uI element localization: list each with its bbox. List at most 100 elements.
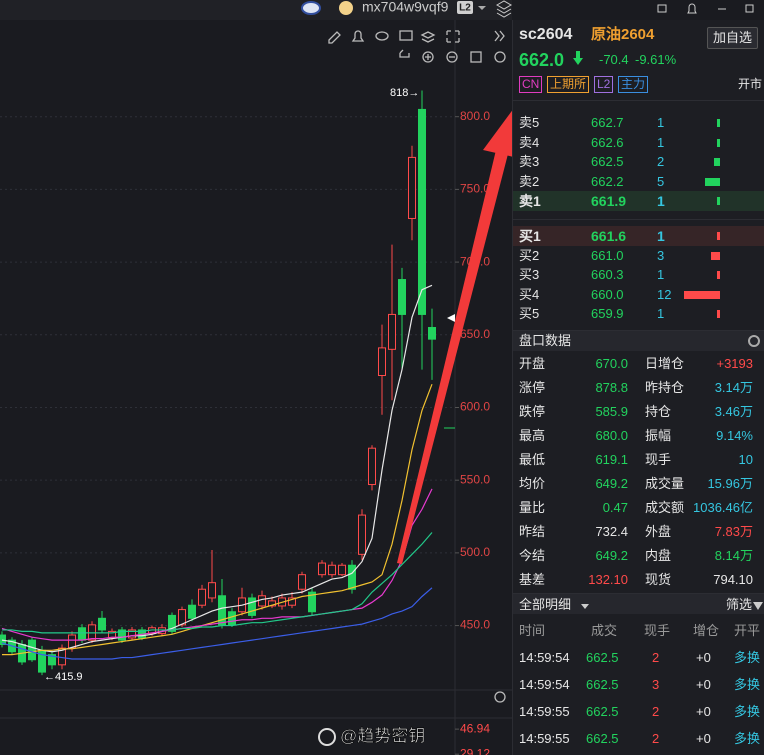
zoom-out-icon[interactable] [446, 51, 458, 63]
book-price: 662.6 [591, 134, 624, 150]
settings-icon[interactable] [494, 51, 506, 63]
candle-body [428, 327, 436, 340]
highlight-row [513, 226, 764, 246]
book-label: 买5 [519, 306, 540, 321]
high-label: 818→ [390, 87, 419, 99]
book-label: 卖5 [519, 115, 540, 130]
column-header: 成交 [591, 623, 618, 638]
candle-body [168, 614, 176, 632]
candle-body [118, 629, 126, 641]
layers-icon[interactable] [495, 0, 512, 18]
settings-icon [748, 335, 760, 347]
settings-icon[interactable] [494, 691, 506, 703]
trade-cell: 14:59:54 [519, 677, 570, 692]
badge: L2 [459, 3, 471, 14]
book-qty: 5 [657, 173, 665, 189]
section-header [513, 331, 764, 351]
restore-button[interactable] [745, 4, 754, 13]
data-value: 619.1 [595, 452, 628, 467]
book-price: 661.0 [591, 247, 624, 263]
book-qty: 1 [657, 134, 665, 150]
moving-average [1, 488, 433, 641]
change: -70.4 [599, 52, 629, 67]
quote-name: 原油2604 [591, 26, 655, 43]
username[interactable]: mx704w9vqf9 [362, 0, 449, 15]
candle-body [28, 639, 36, 661]
alert-icon[interactable] [351, 30, 365, 42]
data-label: 昨持仓 [645, 380, 685, 395]
book-qty: 1 [657, 306, 665, 321]
dropdown-icon[interactable] [478, 6, 486, 10]
data-value: 3.14万 [714, 380, 753, 395]
tag: CN [519, 76, 543, 93]
book-label: 卖4 [519, 134, 540, 150]
trade-cell: +0 [696, 650, 711, 665]
data-label: 最低 [519, 452, 546, 467]
quote-code: sc2604 [519, 26, 573, 43]
trade-cell: 662.5 [586, 677, 619, 692]
book-label: 卖1 [519, 193, 541, 209]
book-qty: 1 [657, 193, 665, 209]
candle-body [48, 654, 56, 666]
draw-icon[interactable] [328, 31, 341, 44]
trade-cell: 14:59:55 [519, 731, 570, 746]
y-tick-label: 550.0 [460, 472, 490, 486]
view-icon[interactable] [375, 31, 389, 41]
layer-icon[interactable] [420, 31, 436, 43]
candle-body [208, 582, 216, 599]
arrow-icon [573, 51, 583, 65]
depth-bar [717, 197, 720, 205]
mail-icon[interactable] [399, 30, 413, 41]
candle-body [418, 108, 426, 315]
bell-icon[interactable] [687, 3, 697, 14]
column-header: 时间 [519, 623, 546, 638]
book-price: 661.6 [591, 228, 627, 244]
box-icon[interactable] [470, 51, 482, 63]
book-qty: 1 [657, 115, 665, 130]
data-label: 昨结 [519, 524, 546, 539]
filter-icon[interactable] [753, 602, 763, 610]
data-label: 外盘 [645, 524, 672, 539]
filter-button[interactable]: 筛选 [726, 597, 753, 612]
book-label: 买2 [519, 247, 540, 263]
trade-cell: 多换 [734, 704, 761, 719]
book-price: 662.7 [591, 115, 624, 130]
quote-panel: sc2604 原油2604 加自选 662.0 -70.4 -9.61% CN 上期所 L2 主力… [512, 3, 764, 755]
mail-icon[interactable] [657, 4, 667, 13]
app-icon[interactable] [301, 1, 321, 15]
candle-body [108, 630, 116, 639]
data-value: +3193 [716, 356, 753, 371]
trade-cell: 14:59:55 [519, 704, 570, 719]
dropdown-icon [581, 604, 589, 609]
data-label: 振幅 [645, 428, 672, 443]
depth-bar [705, 177, 720, 186]
data-value: 3.46万 [714, 404, 753, 419]
fullscreen-icon[interactable] [446, 30, 460, 43]
tag: 上期所 [547, 76, 590, 93]
candle-body [388, 313, 396, 350]
trade-cell: 多换 [734, 677, 761, 692]
collapse-icon[interactable] [494, 30, 505, 42]
zoom-in-icon[interactable] [422, 51, 434, 63]
add-button[interactable]: 加自选 [707, 27, 759, 49]
chart: mx704w9vqf9 L2 800.0750.0700.0650.0600.0… [0, 0, 512, 755]
trade-cell: 多换 [734, 731, 761, 746]
undo-icon[interactable] [399, 49, 410, 58]
data-label: 成交额 [645, 500, 685, 515]
book-qty: 2 [657, 154, 665, 169]
separator [513, 100, 764, 101]
sub-tick-label: 29.12 [460, 746, 490, 755]
column-header: 现手 [644, 623, 671, 638]
y-tick-label: 650.0 [460, 327, 490, 341]
candle-body [268, 600, 276, 607]
price-pointer [447, 314, 455, 322]
candle-body [248, 597, 256, 616]
moving-average [2, 384, 433, 656]
trade-cell: 多换 [734, 650, 761, 665]
column-header: 开平 [734, 623, 761, 638]
candle-body [378, 347, 386, 376]
depth-bar [717, 138, 720, 147]
avatar[interactable] [339, 1, 353, 15]
top-bar [0, 0, 512, 20]
y-tick-label: 800.0 [460, 109, 490, 123]
